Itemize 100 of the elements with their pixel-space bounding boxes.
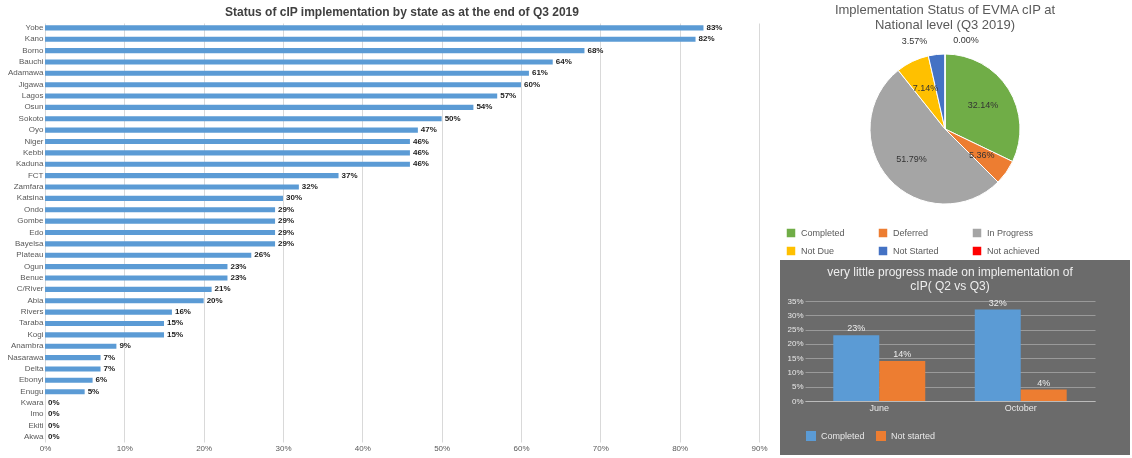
data-label: 47% (420, 125, 437, 135)
chart-title: Status of cIP implementation by state as at the end of Q3 2019 (225, 5, 580, 19)
bar (833, 335, 880, 401)
bar (879, 361, 926, 401)
x-tick-label: 10% (116, 443, 133, 453)
data-label: 32% (301, 182, 318, 192)
y-tick-label: Bauchi (19, 56, 44, 66)
y-tick-label: Jigawa (18, 79, 45, 89)
legend-label: Completed (801, 228, 845, 238)
data-label: 29% (278, 227, 295, 237)
legend-label: Deferred (893, 228, 929, 238)
bar (45, 309, 172, 315)
bar (45, 355, 101, 361)
bar (45, 366, 101, 372)
legend-label: Not Due (801, 246, 835, 256)
bar (45, 104, 474, 110)
y-tick-label: Kogi (27, 329, 44, 339)
bar (45, 93, 498, 99)
data-label: 37% (341, 170, 358, 180)
bar (45, 241, 276, 247)
x-tick-label: 30% (275, 443, 292, 453)
y-tick-label: Katsina (16, 193, 45, 203)
y-tick-label: Anambra (11, 341, 45, 351)
data-label: 32% (988, 297, 1007, 308)
legend-label: In Progress (987, 228, 1034, 238)
chart-title: Implementation Status of EVMA cIP at National level (Q3 2019) (834, 2, 1056, 32)
y-tick-label: Akwa (23, 432, 45, 442)
data-label: 54% (476, 102, 493, 112)
bar (45, 48, 585, 54)
data-label: 21% (214, 284, 231, 294)
y-tick-label: Abia (27, 295, 45, 305)
y-tick-label: Adamawa (7, 68, 45, 78)
data-label: 64% (555, 56, 572, 66)
y-tick-label: 25% (787, 325, 804, 335)
y-tick-label: Ekiti (28, 420, 44, 430)
text: 0.00% (953, 35, 979, 45)
data-label: 46% (412, 159, 429, 169)
y-tick-label: Ogun (23, 261, 44, 271)
y-tick-label: 5% (791, 382, 804, 392)
y-tick-label: Lagos (21, 91, 44, 101)
data-label: 5% (87, 386, 100, 396)
data-label: 46% (412, 136, 429, 146)
y-tick-label: Kwara (20, 398, 45, 408)
bar (45, 298, 204, 304)
bar (45, 70, 529, 76)
legend-label: Not achieved (987, 246, 1040, 256)
y-tick-label: Gombe (17, 216, 45, 226)
y-tick-label: Yobe (25, 22, 45, 32)
data-label: 29% (278, 216, 295, 226)
bar (45, 264, 228, 270)
legend-label: Completed (821, 431, 865, 441)
data-label: 6% (95, 375, 108, 385)
y-tick-label: Bayelsa (15, 238, 45, 248)
bar (45, 218, 276, 224)
data-label: 30% (286, 193, 303, 203)
data-label: 23% (230, 261, 247, 271)
data-label: 82% (698, 34, 715, 44)
bar (45, 286, 212, 292)
bar (1020, 389, 1067, 401)
bar (45, 275, 228, 281)
y-tick-label: Borno (22, 45, 45, 55)
legend-label: Not started (891, 431, 936, 441)
data-label: 83% (706, 22, 723, 32)
y-tick-label: Ondo (23, 204, 45, 214)
bar (45, 184, 299, 190)
bar (45, 229, 276, 236)
data-label: 29% (278, 204, 295, 214)
data-label: 29% (278, 238, 295, 248)
y-tick-label: 15% (787, 353, 804, 363)
x-tick-label: 60% (513, 443, 530, 453)
data-label: 4% (1037, 377, 1051, 388)
data-label: 15% (167, 318, 184, 328)
data-label: 0% (48, 432, 60, 442)
y-tick-label: Enugu (20, 386, 44, 396)
data-label: 23% (847, 323, 866, 334)
bar (45, 343, 117, 349)
data-label: 16% (174, 307, 191, 317)
data-label: 7% (103, 363, 116, 373)
bar (45, 127, 418, 133)
y-tick-label: Delta (24, 363, 45, 373)
data-label: 46% (412, 147, 429, 157)
y-tick-label: 30% (787, 310, 804, 320)
bar (45, 150, 410, 156)
data-label: 60% (524, 79, 541, 89)
bar (45, 332, 164, 338)
bar (45, 25, 704, 31)
bar (45, 389, 85, 395)
data-label: 7% (103, 352, 116, 362)
x-tick-label: 80% (672, 443, 689, 453)
y-tick-label: Sokoto (18, 113, 45, 123)
x-tick-label: 90% (751, 443, 768, 453)
y-tick-label: Oyo (28, 125, 45, 135)
data-label: 68% (587, 45, 604, 55)
bar (45, 161, 410, 167)
y-tick-label: Taraba (19, 318, 45, 328)
y-tick-label: Niger (24, 136, 44, 146)
chart-title: very little progress made on implementation of cIP( Q2 vs Q3) (827, 265, 1074, 293)
data-label: 9% (119, 341, 131, 351)
y-tick-label: Kano (24, 34, 45, 44)
x-tick-label: October (1004, 402, 1037, 413)
